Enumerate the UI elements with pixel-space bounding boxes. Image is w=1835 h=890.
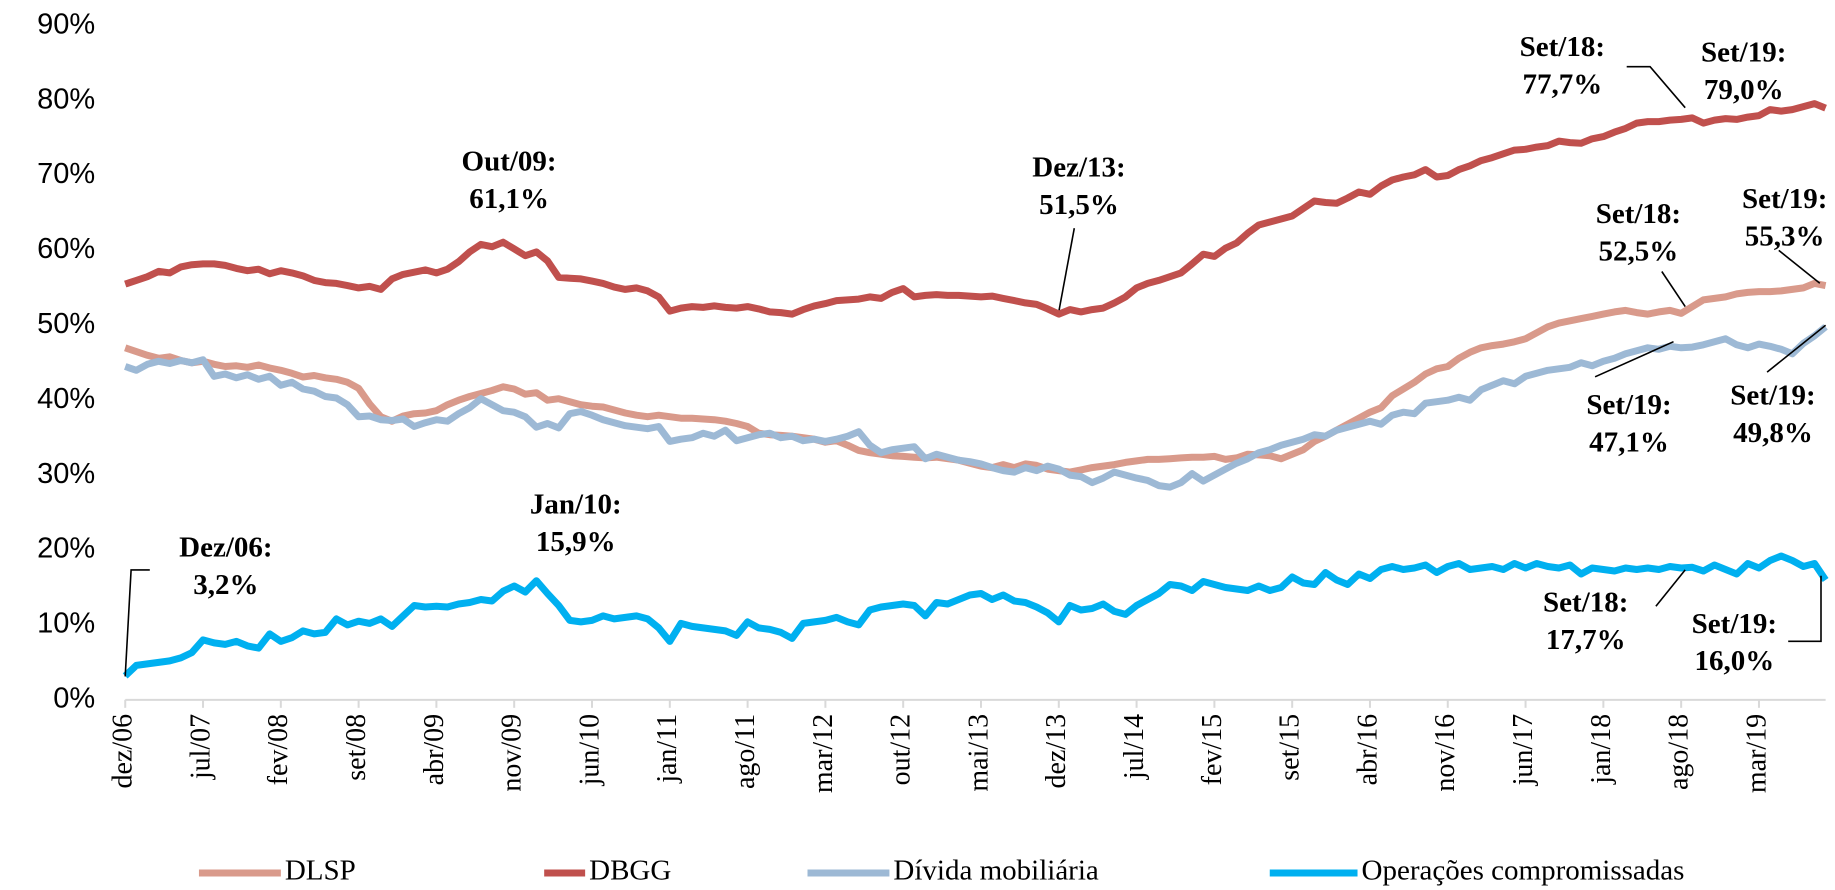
- series-line: [124, 324, 1828, 491]
- annotation: 61,1%: [469, 183, 549, 215]
- annotation: Out/09:: [462, 145, 557, 177]
- x-tick-label: mar/19: [1741, 714, 1772, 793]
- annotation: 79,0%: [1704, 74, 1784, 106]
- annotation-leader: [1594, 340, 1674, 378]
- x-tick-label: jan/11: [652, 714, 683, 784]
- annotation-leader: [1626, 65, 1686, 109]
- annotation-leader: [1788, 575, 1822, 643]
- x-tick-label: set/15: [1275, 714, 1306, 781]
- annotation-leader: [1766, 324, 1827, 373]
- y-tick-label: 50%: [37, 308, 95, 340]
- annotation: Dez/13:: [1032, 151, 1125, 183]
- y-tick-label: 70%: [37, 158, 95, 190]
- y-tick-label: 0%: [53, 682, 95, 714]
- annotation: Set/19:: [1692, 608, 1777, 640]
- annotation: Dez/06:: [179, 532, 272, 564]
- annotation: Set/19:: [1742, 183, 1827, 215]
- annotation: 3,2%: [193, 569, 258, 601]
- series-line: [124, 279, 1827, 476]
- annotation: 51,5%: [1039, 189, 1119, 221]
- annotation: 52,5%: [1599, 236, 1679, 268]
- annotation: 77,7%: [1522, 68, 1602, 100]
- x-tick-label: out/12: [886, 714, 917, 786]
- annotation: Set/18:: [1520, 31, 1605, 63]
- annotation: 49,8%: [1733, 417, 1813, 449]
- y-tick-label: 40%: [37, 383, 95, 415]
- series-line: [122, 552, 1829, 679]
- legend-label: Dívida mobiliária: [893, 855, 1098, 887]
- series-line: [124, 100, 1827, 318]
- x-tick-label: jul/14: [1119, 714, 1150, 780]
- x-tick-label: jan/18: [1586, 714, 1617, 785]
- annotation: Set/18:: [1543, 587, 1628, 619]
- x-tick-label: ago/18: [1664, 714, 1695, 790]
- annotation: 16,0%: [1694, 645, 1774, 677]
- annotation: Set/19:: [1586, 389, 1671, 421]
- x-tick-label: mar/12: [808, 714, 839, 793]
- x-tick-label: jul/07: [185, 714, 216, 780]
- x-tick-label: fev/08: [263, 714, 294, 786]
- x-tick-label: mai/13: [963, 714, 994, 792]
- annotation: 17,7%: [1546, 624, 1626, 656]
- annotation: 47,1%: [1589, 426, 1669, 458]
- x-tick-label: ago/11: [730, 714, 761, 789]
- annotation-leader: [1661, 271, 1686, 308]
- annotation-leader: [1058, 228, 1076, 311]
- y-tick-label: 80%: [37, 83, 95, 115]
- y-tick-label: 60%: [37, 233, 95, 265]
- x-tick-label: dez/06: [108, 714, 139, 789]
- y-tick-label: 30%: [37, 458, 95, 490]
- annotation: 55,3%: [1745, 220, 1825, 252]
- x-tick-label: nov/09: [497, 714, 528, 792]
- annotation: Jan/10:: [530, 488, 622, 520]
- annotation-leader: [1655, 569, 1686, 607]
- y-tick-label: 90%: [37, 8, 95, 40]
- x-tick-label: abr/16: [1352, 714, 1383, 786]
- annotation: 15,9%: [536, 526, 616, 558]
- annotation: Set/18:: [1596, 198, 1681, 230]
- y-tick-label: 20%: [37, 533, 95, 565]
- x-tick-label: fev/15: [1197, 714, 1228, 786]
- y-tick-label: 10%: [37, 608, 95, 640]
- x-tick-label: dez/13: [1041, 714, 1072, 789]
- x-tick-label: nov/16: [1430, 714, 1461, 792]
- x-tick-label: set/08: [341, 714, 372, 781]
- x-tick-label: abr/09: [419, 714, 450, 786]
- annotation-leader: [1778, 249, 1821, 284]
- x-tick-label: jun/17: [1508, 714, 1539, 787]
- annotation-leader: [124, 569, 150, 677]
- legend-label: DBGG: [589, 855, 671, 887]
- legend-label: DLSP: [285, 855, 356, 887]
- legend-label: Operações compromissadas: [1362, 855, 1685, 887]
- x-tick-label: jun/10: [574, 714, 605, 787]
- annotation: Set/19:: [1730, 380, 1815, 412]
- annotation: Set/19:: [1701, 37, 1786, 69]
